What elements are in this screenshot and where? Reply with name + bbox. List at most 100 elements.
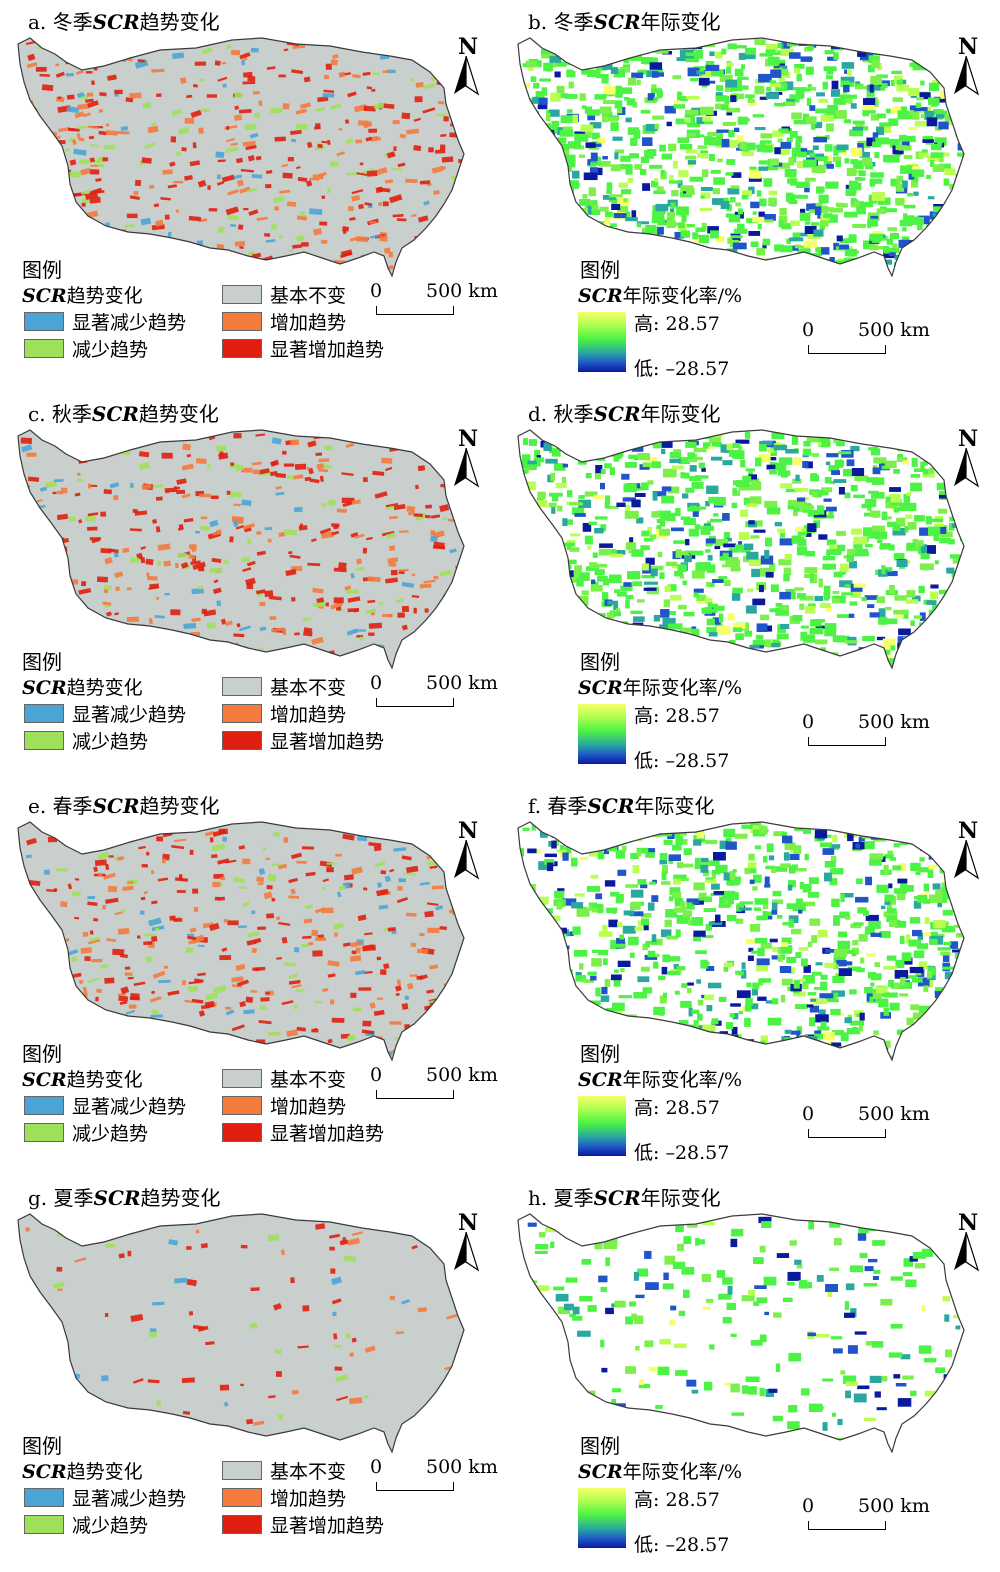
legend-swatch	[222, 1123, 262, 1142]
legend-label: 基本不变	[270, 1065, 346, 1092]
legend-item: 基本不变	[222, 1065, 346, 1092]
legend-swatch	[222, 1069, 262, 1088]
legend-item: 减少趋势	[24, 727, 148, 754]
legend-label: 显著增加趋势	[270, 1119, 384, 1146]
ramp-low-label: 低: –28.57	[634, 746, 729, 773]
legend-subtitle: SCR趋势变化	[22, 1457, 143, 1484]
scale-distance: 500 km	[426, 672, 498, 694]
legend-subtitle: SCR年际变化率/%	[578, 1457, 742, 1484]
scale-line	[376, 306, 454, 315]
legend-swatch	[222, 312, 262, 331]
color-ramp	[578, 1096, 626, 1156]
plateau-map	[500, 1202, 1000, 1464]
north-arrow-icon: N	[948, 820, 984, 878]
legend-subtitle: SCR趋势变化	[22, 673, 143, 700]
ramp-low-label: 低: –28.57	[634, 1138, 729, 1165]
plateau-map	[0, 810, 500, 1072]
north-arrow-icon: N	[948, 1212, 984, 1270]
legend-subtitle-rest: 年际变化率/%	[623, 677, 742, 699]
scale-line	[376, 1090, 454, 1099]
color-ramp	[578, 704, 626, 764]
legend-label: 基本不变	[270, 1457, 346, 1484]
legend-label: 基本不变	[270, 281, 346, 308]
legend-item: 减少趋势	[24, 1511, 148, 1538]
legend-swatch	[24, 339, 64, 358]
legend-item: 显著增加趋势	[222, 727, 384, 754]
legend-item: 显著减少趋势	[24, 308, 186, 335]
legend-label: 基本不变	[270, 673, 346, 700]
legend-subtitle: SCR年际变化率/%	[578, 1065, 742, 1092]
legend-label: 显著减少趋势	[72, 308, 186, 335]
scale-zero: 0	[370, 280, 382, 302]
legend-title: 图例	[580, 646, 620, 675]
plateau-map	[500, 26, 1000, 288]
legend-subtitle-rest: 年际变化率/%	[623, 1461, 742, 1483]
legend-swatch	[222, 1488, 262, 1507]
legend-label: 减少趋势	[72, 1511, 148, 1538]
legend-subtitle: SCR年际变化率/%	[578, 281, 742, 308]
legend-swatch	[24, 312, 64, 331]
legend-label: 增加趋势	[270, 1092, 346, 1119]
legend-label: 增加趋势	[270, 700, 346, 727]
legend-subtitle: SCR年际变化率/%	[578, 673, 742, 700]
north-arrow-icon: N	[448, 1212, 484, 1270]
color-ramp	[578, 312, 626, 372]
scale-bar: 0 500 km	[802, 1495, 932, 1545]
north-arrow-icon: N	[948, 428, 984, 486]
scale-distance: 500 km	[858, 1495, 930, 1517]
legend-item: 基本不变	[222, 281, 346, 308]
legend-item: 基本不变	[222, 1457, 346, 1484]
legend-item: 显著增加趋势	[222, 335, 384, 362]
scale-zero: 0	[802, 1495, 814, 1517]
scale-line	[808, 1521, 886, 1530]
legend-title: 图例	[22, 1430, 62, 1459]
legend-subtitle-italic: SCR	[22, 1461, 67, 1483]
legend-item: 增加趋势	[222, 1092, 346, 1119]
scale-bar: 0 500 km	[370, 672, 500, 722]
scale-zero: 0	[802, 711, 814, 733]
legend-swatch	[24, 731, 64, 750]
scale-distance: 500 km	[858, 711, 930, 733]
north-arrow-icon: N	[948, 36, 984, 94]
legend-item: 显著减少趋势	[24, 700, 186, 727]
scale-line	[376, 698, 454, 707]
legend-item: 显著减少趋势	[24, 1484, 186, 1511]
legend-swatch	[222, 285, 262, 304]
legend-item: 增加趋势	[222, 1484, 346, 1511]
legend-title: 图例	[580, 1430, 620, 1459]
legend-swatch	[222, 1461, 262, 1480]
legend-label: 显著增加趋势	[270, 1511, 384, 1538]
legend-swatch	[222, 1515, 262, 1534]
legend-title: 图例	[580, 1038, 620, 1067]
north-arrow-icon: N	[448, 428, 484, 486]
scale-zero: 0	[370, 672, 382, 694]
legend-subtitle-italic: SCR	[578, 1461, 623, 1483]
scale-line	[808, 737, 886, 746]
scale-distance: 500 km	[858, 1103, 930, 1125]
legend-swatch	[222, 677, 262, 696]
scale-distance: 500 km	[858, 319, 930, 341]
legend-subtitle-rest: 趋势变化	[67, 1069, 143, 1091]
legend-subtitle-italic: SCR	[22, 285, 67, 307]
legend-swatch	[24, 1096, 64, 1115]
scale-distance: 500 km	[426, 1064, 498, 1086]
scale-bar: 0 500 km	[802, 711, 932, 761]
legend-item: 显著增加趋势	[222, 1119, 384, 1146]
ramp-high-label: 高: 28.57	[634, 1093, 720, 1120]
legend-subtitle-rest: 年际变化率/%	[623, 285, 742, 307]
legend-subtitle-italic: SCR	[578, 285, 623, 307]
scale-line	[376, 1482, 454, 1491]
plateau-map	[0, 26, 500, 288]
legend-subtitle-italic: SCR	[22, 1069, 67, 1091]
plateau-map	[0, 418, 500, 680]
